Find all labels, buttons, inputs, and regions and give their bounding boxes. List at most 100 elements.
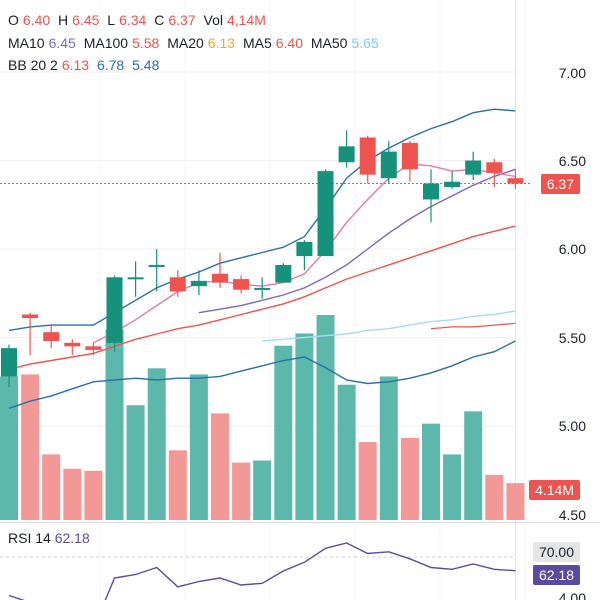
- volume-bar-17: [358, 442, 377, 520]
- ma50-line: [262, 310, 516, 342]
- ma10-line: [198, 168, 516, 314]
- candle-body-20: [423, 183, 439, 200]
- pane-divider: [0, 522, 600, 523]
- bb-label: BB 20 2: [8, 57, 58, 73]
- price-tick-6-00: 6.00: [558, 241, 586, 257]
- candle-body-14: [296, 241, 313, 257]
- volume-bar-23: [485, 474, 504, 520]
- price-tick-5-00: 5.00: [558, 418, 586, 434]
- ma100-label: MA100: [83, 35, 129, 51]
- candle-body-3: [64, 342, 81, 347]
- ma20-label: MA20: [167, 35, 204, 51]
- candle-body-0: [1, 348, 17, 377]
- volume-bar-16: [337, 384, 356, 520]
- ma100-value: 5.58: [132, 35, 160, 51]
- ma5-value: 6.40: [275, 35, 303, 51]
- volume-bar-18: [379, 376, 398, 520]
- volume-bar-19: [400, 438, 419, 520]
- price-axis-divider: [515, 0, 516, 600]
- bb-legend: BB 20 2 6.13 6.78 5.48: [8, 57, 163, 73]
- high-label: H: [58, 12, 69, 28]
- volume-bar-15: [316, 315, 335, 520]
- volume-bar-2: [42, 454, 61, 520]
- bb-lower-value: 5.48: [132, 57, 160, 73]
- ohlc-legend: O 6.40 H 6.45 L 6.34 C 6.37 Vol 4,14M: [8, 12, 270, 28]
- ma5-label: MA5: [242, 35, 272, 51]
- volume-bar-8: [168, 450, 187, 520]
- open-label: O: [8, 12, 19, 28]
- open-value: 6.40: [22, 12, 51, 28]
- rsi-value-tag: 62.18: [532, 565, 580, 585]
- volume-bar-10: [211, 413, 229, 520]
- rsi-level-tag: 70.00: [532, 542, 580, 562]
- volume-value: 4,14M: [226, 12, 266, 28]
- candle-body-4: [85, 346, 102, 350]
- candle-body-11: [233, 279, 250, 290]
- price-tick-6-50: 6.50: [558, 153, 586, 169]
- ma10-label: MA10: [8, 35, 45, 51]
- volume-bar-12: [253, 460, 272, 520]
- ma100-line: [430, 322, 516, 330]
- bb-lower-line: [8, 340, 516, 409]
- price-tick-4-50: 4.50: [558, 507, 586, 523]
- volume-bar-3: [63, 468, 82, 520]
- candle-body-16: [338, 146, 355, 163]
- price-tick-7-00: 7.00: [558, 65, 586, 81]
- volume-bar-7: [147, 368, 166, 520]
- close-value: 6.37: [168, 12, 196, 28]
- candle-body-24: [507, 178, 524, 184]
- candle-body-21: [444, 181, 461, 188]
- candle-body-10: [212, 273, 228, 283]
- candle-body-5: [106, 277, 123, 343]
- rsi-axis-tick: 4.00: [558, 590, 586, 600]
- bb-upper-line: [8, 108, 516, 332]
- volume-bar-9: [189, 374, 208, 520]
- candle-body-23: [486, 162, 503, 173]
- volume-bar-11: [232, 462, 251, 520]
- volume-bar-20: [422, 423, 440, 520]
- candle-body-22: [465, 160, 482, 175]
- rsi-label: RSI 14: [8, 530, 51, 546]
- high-value: 6.45: [72, 12, 100, 28]
- candle-body-13: [275, 264, 292, 283]
- candle-body-18: [380, 151, 397, 179]
- volume-label: Vol: [203, 12, 223, 28]
- candle-body-6: [127, 277, 144, 280]
- candle-body-17: [359, 137, 376, 175]
- volume-bar-4: [84, 470, 103, 520]
- low-label: L: [107, 12, 116, 28]
- candle-body-2: [43, 332, 60, 342]
- ma50-value: 5.65: [351, 35, 379, 51]
- candle-body-8: [169, 277, 186, 292]
- volume-bar-21: [443, 454, 462, 520]
- volume-bar-14: [295, 333, 314, 520]
- volume-bar-1: [21, 374, 40, 520]
- candle-body-12: [254, 287, 271, 290]
- rsi-legend: RSI 14 62.18: [8, 530, 90, 546]
- ma10-value: 6.45: [48, 35, 76, 51]
- candle-body-7: [148, 264, 165, 267]
- low-value: 6.34: [119, 12, 147, 28]
- ma50-label: MA50: [310, 35, 348, 51]
- volume-tag: 4.14M: [529, 480, 580, 500]
- ma5-line: [93, 163, 516, 344]
- volume-bar-0: [0, 376, 18, 520]
- rsi-value: 62.18: [54, 530, 90, 546]
- rsi-line: [8, 542, 516, 600]
- candle-body-19: [401, 142, 418, 170]
- ma-legend: MA10 6.45 MA100 5.58 MA20 6.13 MA5 6.40 MA50…: [8, 35, 383, 51]
- bb-basis-value: 6.13: [61, 57, 90, 73]
- candle-body-15: [317, 171, 334, 257]
- volume-bar-13: [274, 345, 293, 520]
- candle-body-1: [22, 314, 39, 319]
- volume-bar-5: [105, 329, 124, 520]
- last-price-tag: 6.37: [540, 174, 580, 194]
- price-tick-5-50: 5.50: [558, 330, 586, 346]
- volume-bar-22: [464, 411, 483, 520]
- candle-body-9: [190, 280, 207, 287]
- volume-bar-6: [126, 405, 145, 520]
- close-label: C: [154, 12, 165, 28]
- volume-bar-24: [506, 483, 525, 520]
- bb-upper-value: 6.78: [96, 57, 125, 73]
